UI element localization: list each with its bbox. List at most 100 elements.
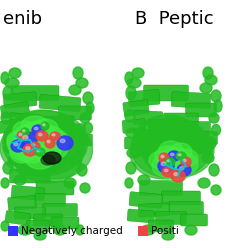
Ellipse shape (178, 154, 181, 156)
Ellipse shape (127, 148, 141, 158)
Ellipse shape (185, 225, 197, 235)
Ellipse shape (0, 121, 70, 176)
Ellipse shape (142, 123, 214, 178)
Ellipse shape (47, 131, 69, 149)
Ellipse shape (177, 164, 191, 176)
Ellipse shape (198, 178, 210, 188)
Ellipse shape (162, 167, 174, 177)
FancyBboxPatch shape (171, 92, 211, 108)
FancyBboxPatch shape (51, 217, 79, 229)
FancyBboxPatch shape (14, 207, 45, 219)
Ellipse shape (69, 85, 81, 95)
Ellipse shape (7, 131, 29, 149)
FancyBboxPatch shape (124, 137, 148, 149)
Ellipse shape (200, 83, 212, 93)
Ellipse shape (211, 90, 221, 102)
Ellipse shape (164, 169, 168, 172)
Ellipse shape (43, 152, 61, 164)
Ellipse shape (3, 86, 13, 100)
Ellipse shape (19, 133, 22, 136)
Ellipse shape (130, 127, 198, 179)
Ellipse shape (23, 136, 28, 140)
Ellipse shape (18, 225, 32, 235)
Ellipse shape (35, 143, 61, 163)
FancyBboxPatch shape (24, 124, 57, 136)
Ellipse shape (23, 130, 25, 132)
FancyBboxPatch shape (36, 116, 74, 130)
Ellipse shape (131, 118, 211, 178)
FancyBboxPatch shape (182, 122, 211, 134)
Ellipse shape (209, 113, 219, 123)
Ellipse shape (162, 232, 174, 240)
FancyBboxPatch shape (9, 169, 51, 183)
FancyBboxPatch shape (166, 129, 195, 143)
Ellipse shape (134, 115, 202, 165)
Ellipse shape (36, 131, 48, 141)
Ellipse shape (19, 132, 37, 148)
Ellipse shape (159, 153, 169, 163)
FancyBboxPatch shape (9, 113, 41, 127)
Ellipse shape (202, 153, 214, 163)
FancyBboxPatch shape (27, 220, 50, 232)
FancyBboxPatch shape (0, 101, 30, 119)
Ellipse shape (60, 139, 65, 143)
FancyBboxPatch shape (8, 195, 36, 211)
FancyBboxPatch shape (151, 129, 178, 143)
Ellipse shape (180, 167, 184, 170)
Ellipse shape (64, 178, 76, 188)
Ellipse shape (76, 78, 88, 88)
FancyBboxPatch shape (4, 132, 32, 144)
FancyBboxPatch shape (168, 201, 204, 215)
FancyBboxPatch shape (127, 209, 155, 223)
Ellipse shape (158, 148, 190, 172)
Ellipse shape (214, 100, 222, 112)
Ellipse shape (42, 137, 68, 159)
Ellipse shape (84, 123, 93, 133)
Ellipse shape (75, 144, 85, 156)
FancyBboxPatch shape (181, 214, 208, 226)
Ellipse shape (152, 155, 180, 177)
Ellipse shape (138, 175, 150, 185)
Ellipse shape (3, 162, 13, 174)
FancyBboxPatch shape (138, 142, 163, 154)
Ellipse shape (181, 157, 191, 167)
Ellipse shape (47, 140, 50, 143)
Ellipse shape (86, 102, 94, 114)
FancyBboxPatch shape (161, 191, 200, 205)
FancyBboxPatch shape (133, 110, 163, 126)
FancyBboxPatch shape (168, 142, 193, 154)
Ellipse shape (205, 75, 217, 85)
Ellipse shape (57, 136, 73, 150)
Ellipse shape (5, 78, 19, 88)
Ellipse shape (126, 86, 136, 100)
Ellipse shape (35, 148, 45, 156)
Bar (8, 226, 18, 236)
FancyBboxPatch shape (55, 124, 86, 136)
FancyBboxPatch shape (11, 86, 59, 100)
Ellipse shape (211, 185, 221, 195)
Ellipse shape (17, 131, 27, 141)
FancyBboxPatch shape (139, 181, 183, 195)
Ellipse shape (163, 162, 189, 182)
Ellipse shape (165, 158, 175, 166)
Ellipse shape (174, 149, 198, 167)
Ellipse shape (158, 159, 174, 173)
FancyBboxPatch shape (59, 106, 92, 120)
Ellipse shape (18, 143, 46, 163)
FancyBboxPatch shape (34, 193, 65, 207)
Ellipse shape (18, 121, 93, 179)
FancyBboxPatch shape (39, 94, 81, 112)
Ellipse shape (73, 67, 83, 79)
Ellipse shape (21, 116, 49, 136)
Ellipse shape (203, 67, 213, 79)
Text: Negatively charged: Negatively charged (21, 226, 123, 236)
FancyBboxPatch shape (189, 142, 213, 154)
Ellipse shape (132, 68, 144, 78)
Ellipse shape (21, 128, 29, 136)
Ellipse shape (14, 133, 82, 183)
Ellipse shape (176, 152, 186, 160)
Ellipse shape (9, 135, 41, 161)
FancyBboxPatch shape (149, 120, 180, 132)
Text: Positi: Positi (151, 226, 179, 236)
FancyBboxPatch shape (36, 181, 74, 195)
